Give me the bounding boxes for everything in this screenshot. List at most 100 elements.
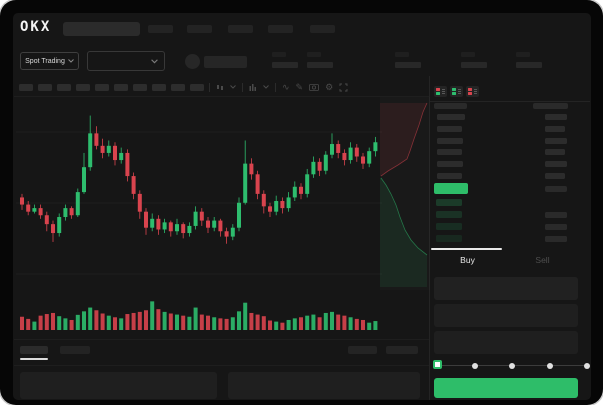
timeframe-button[interactable] bbox=[190, 84, 204, 91]
nav-item[interactable] bbox=[187, 25, 212, 33]
bid-price-placeholder[interactable] bbox=[436, 235, 462, 242]
bottom-action-placeholder[interactable] bbox=[386, 346, 418, 354]
ask-price-placeholder[interactable] bbox=[437, 126, 462, 132]
price-field[interactable] bbox=[434, 277, 578, 300]
nav-item[interactable] bbox=[228, 25, 253, 33]
timeframe-button[interactable] bbox=[76, 84, 90, 91]
search-input[interactable] bbox=[63, 22, 140, 36]
orderbook-asks-view-icon[interactable] bbox=[466, 86, 479, 97]
market-type-label: Spot Trading bbox=[25, 57, 65, 65]
order-history-panel bbox=[228, 372, 420, 399]
ticker-stat-value bbox=[272, 62, 298, 68]
divider bbox=[14, 339, 429, 340]
ask-amount-placeholder bbox=[545, 149, 565, 155]
divider bbox=[209, 82, 210, 92]
tab-buy[interactable]: Buy bbox=[430, 253, 505, 267]
panel-divider[interactable] bbox=[429, 76, 430, 400]
chart-tools: ∿ ✎ ⚙ bbox=[209, 81, 348, 93]
bid-price-placeholder[interactable] bbox=[436, 211, 462, 218]
orderbook-lines bbox=[458, 88, 461, 95]
tab-sell-label: Sell bbox=[535, 255, 550, 265]
coin-icon bbox=[185, 54, 200, 69]
indicator-icon[interactable] bbox=[216, 83, 224, 92]
tab-sell[interactable]: Sell bbox=[505, 253, 580, 267]
orderbook-combined-view-icon[interactable] bbox=[434, 86, 447, 97]
screenshot-icon[interactable] bbox=[309, 83, 319, 91]
bid-amount-placeholder bbox=[545, 236, 567, 242]
depth-chart[interactable] bbox=[380, 97, 430, 290]
line-style-icon[interactable]: ∿ bbox=[282, 82, 290, 92]
bottom-tab-history[interactable] bbox=[60, 346, 90, 354]
orderbook-bars bbox=[468, 88, 472, 95]
ticker-stat-value bbox=[395, 62, 421, 68]
timeframe-button[interactable] bbox=[133, 84, 147, 91]
ticker-stat-label bbox=[395, 52, 409, 57]
orderbook-col-amount bbox=[533, 103, 568, 109]
orderbook-col-price bbox=[434, 103, 467, 109]
chart-type-icon[interactable] bbox=[249, 83, 257, 92]
orderbook-bids-view-icon[interactable] bbox=[450, 86, 463, 97]
pair-selector[interactable] bbox=[87, 51, 165, 71]
ask-price-placeholder[interactable] bbox=[437, 161, 463, 167]
active-tab-indicator bbox=[431, 248, 502, 250]
open-orders-panel bbox=[20, 372, 217, 399]
ticker-stat-label bbox=[272, 52, 286, 57]
okx-logo: OKX bbox=[20, 19, 52, 35]
nav-item[interactable] bbox=[268, 25, 293, 33]
pair-name-placeholder bbox=[204, 56, 247, 68]
bid-price-placeholder[interactable] bbox=[436, 199, 462, 206]
last-price-badge[interactable] bbox=[434, 183, 468, 194]
bottom-action-placeholder[interactable] bbox=[348, 346, 377, 354]
ticker-stat-label bbox=[307, 52, 321, 57]
orderbook-lines bbox=[474, 88, 477, 95]
buy-submit-button[interactable] bbox=[434, 378, 578, 398]
bid-amount-placeholder bbox=[545, 212, 567, 218]
chevron-down-icon[interactable] bbox=[230, 85, 236, 89]
slider-stop[interactable] bbox=[584, 362, 590, 369]
timeframe-button[interactable] bbox=[38, 84, 52, 91]
timeframe-button[interactable] bbox=[95, 84, 109, 91]
slider-stop[interactable] bbox=[471, 362, 478, 369]
last-price-amount-placeholder bbox=[545, 186, 567, 192]
total-field[interactable] bbox=[434, 331, 578, 354]
ask-amount-placeholder bbox=[545, 126, 565, 132]
candlestick-chart[interactable] bbox=[16, 100, 382, 332]
divider bbox=[430, 101, 590, 102]
nav-item[interactable] bbox=[310, 25, 335, 33]
orderbook-bars bbox=[436, 88, 440, 95]
divider bbox=[14, 365, 429, 366]
timeframe-button[interactable] bbox=[152, 84, 166, 91]
ask-amount-placeholder bbox=[545, 114, 567, 120]
ask-price-placeholder[interactable] bbox=[437, 114, 465, 120]
chevron-down-icon bbox=[67, 59, 74, 63]
slider-handle[interactable] bbox=[432, 360, 442, 369]
amount-field[interactable] bbox=[434, 304, 578, 327]
ask-price-placeholder[interactable] bbox=[437, 138, 463, 144]
slider-stop[interactable] bbox=[509, 362, 515, 369]
bid-amount-placeholder bbox=[545, 224, 567, 230]
draw-tool-icon[interactable]: ✎ bbox=[295, 82, 304, 92]
bid-price-placeholder[interactable] bbox=[436, 223, 462, 230]
chart-settings-icon[interactable]: ⚙ bbox=[325, 82, 334, 92]
market-type-selector[interactable]: Spot Trading bbox=[20, 52, 79, 70]
fullscreen-icon[interactable] bbox=[339, 83, 348, 92]
timeframe-button[interactable] bbox=[57, 84, 71, 91]
orderbook-bars bbox=[452, 88, 456, 95]
ticker-stat-value bbox=[307, 62, 333, 68]
timeframe-button[interactable] bbox=[114, 84, 128, 91]
slider-stop[interactable] bbox=[546, 362, 553, 369]
chevron-down-icon[interactable] bbox=[263, 85, 269, 89]
orderbook-lines bbox=[442, 88, 445, 95]
ask-amount-placeholder bbox=[545, 161, 567, 167]
ask-price-placeholder[interactable] bbox=[437, 149, 462, 155]
ask-price-placeholder[interactable] bbox=[437, 173, 462, 179]
ticker-stat-value bbox=[516, 62, 542, 68]
timeframe-button[interactable] bbox=[19, 84, 33, 91]
divider bbox=[275, 82, 276, 92]
ask-amount-placeholder bbox=[545, 138, 567, 144]
bottom-tab-orders[interactable] bbox=[20, 346, 48, 354]
ticker-stat-label bbox=[461, 52, 475, 57]
nav-item[interactable] bbox=[148, 25, 173, 33]
timeframe-button[interactable] bbox=[171, 84, 185, 91]
